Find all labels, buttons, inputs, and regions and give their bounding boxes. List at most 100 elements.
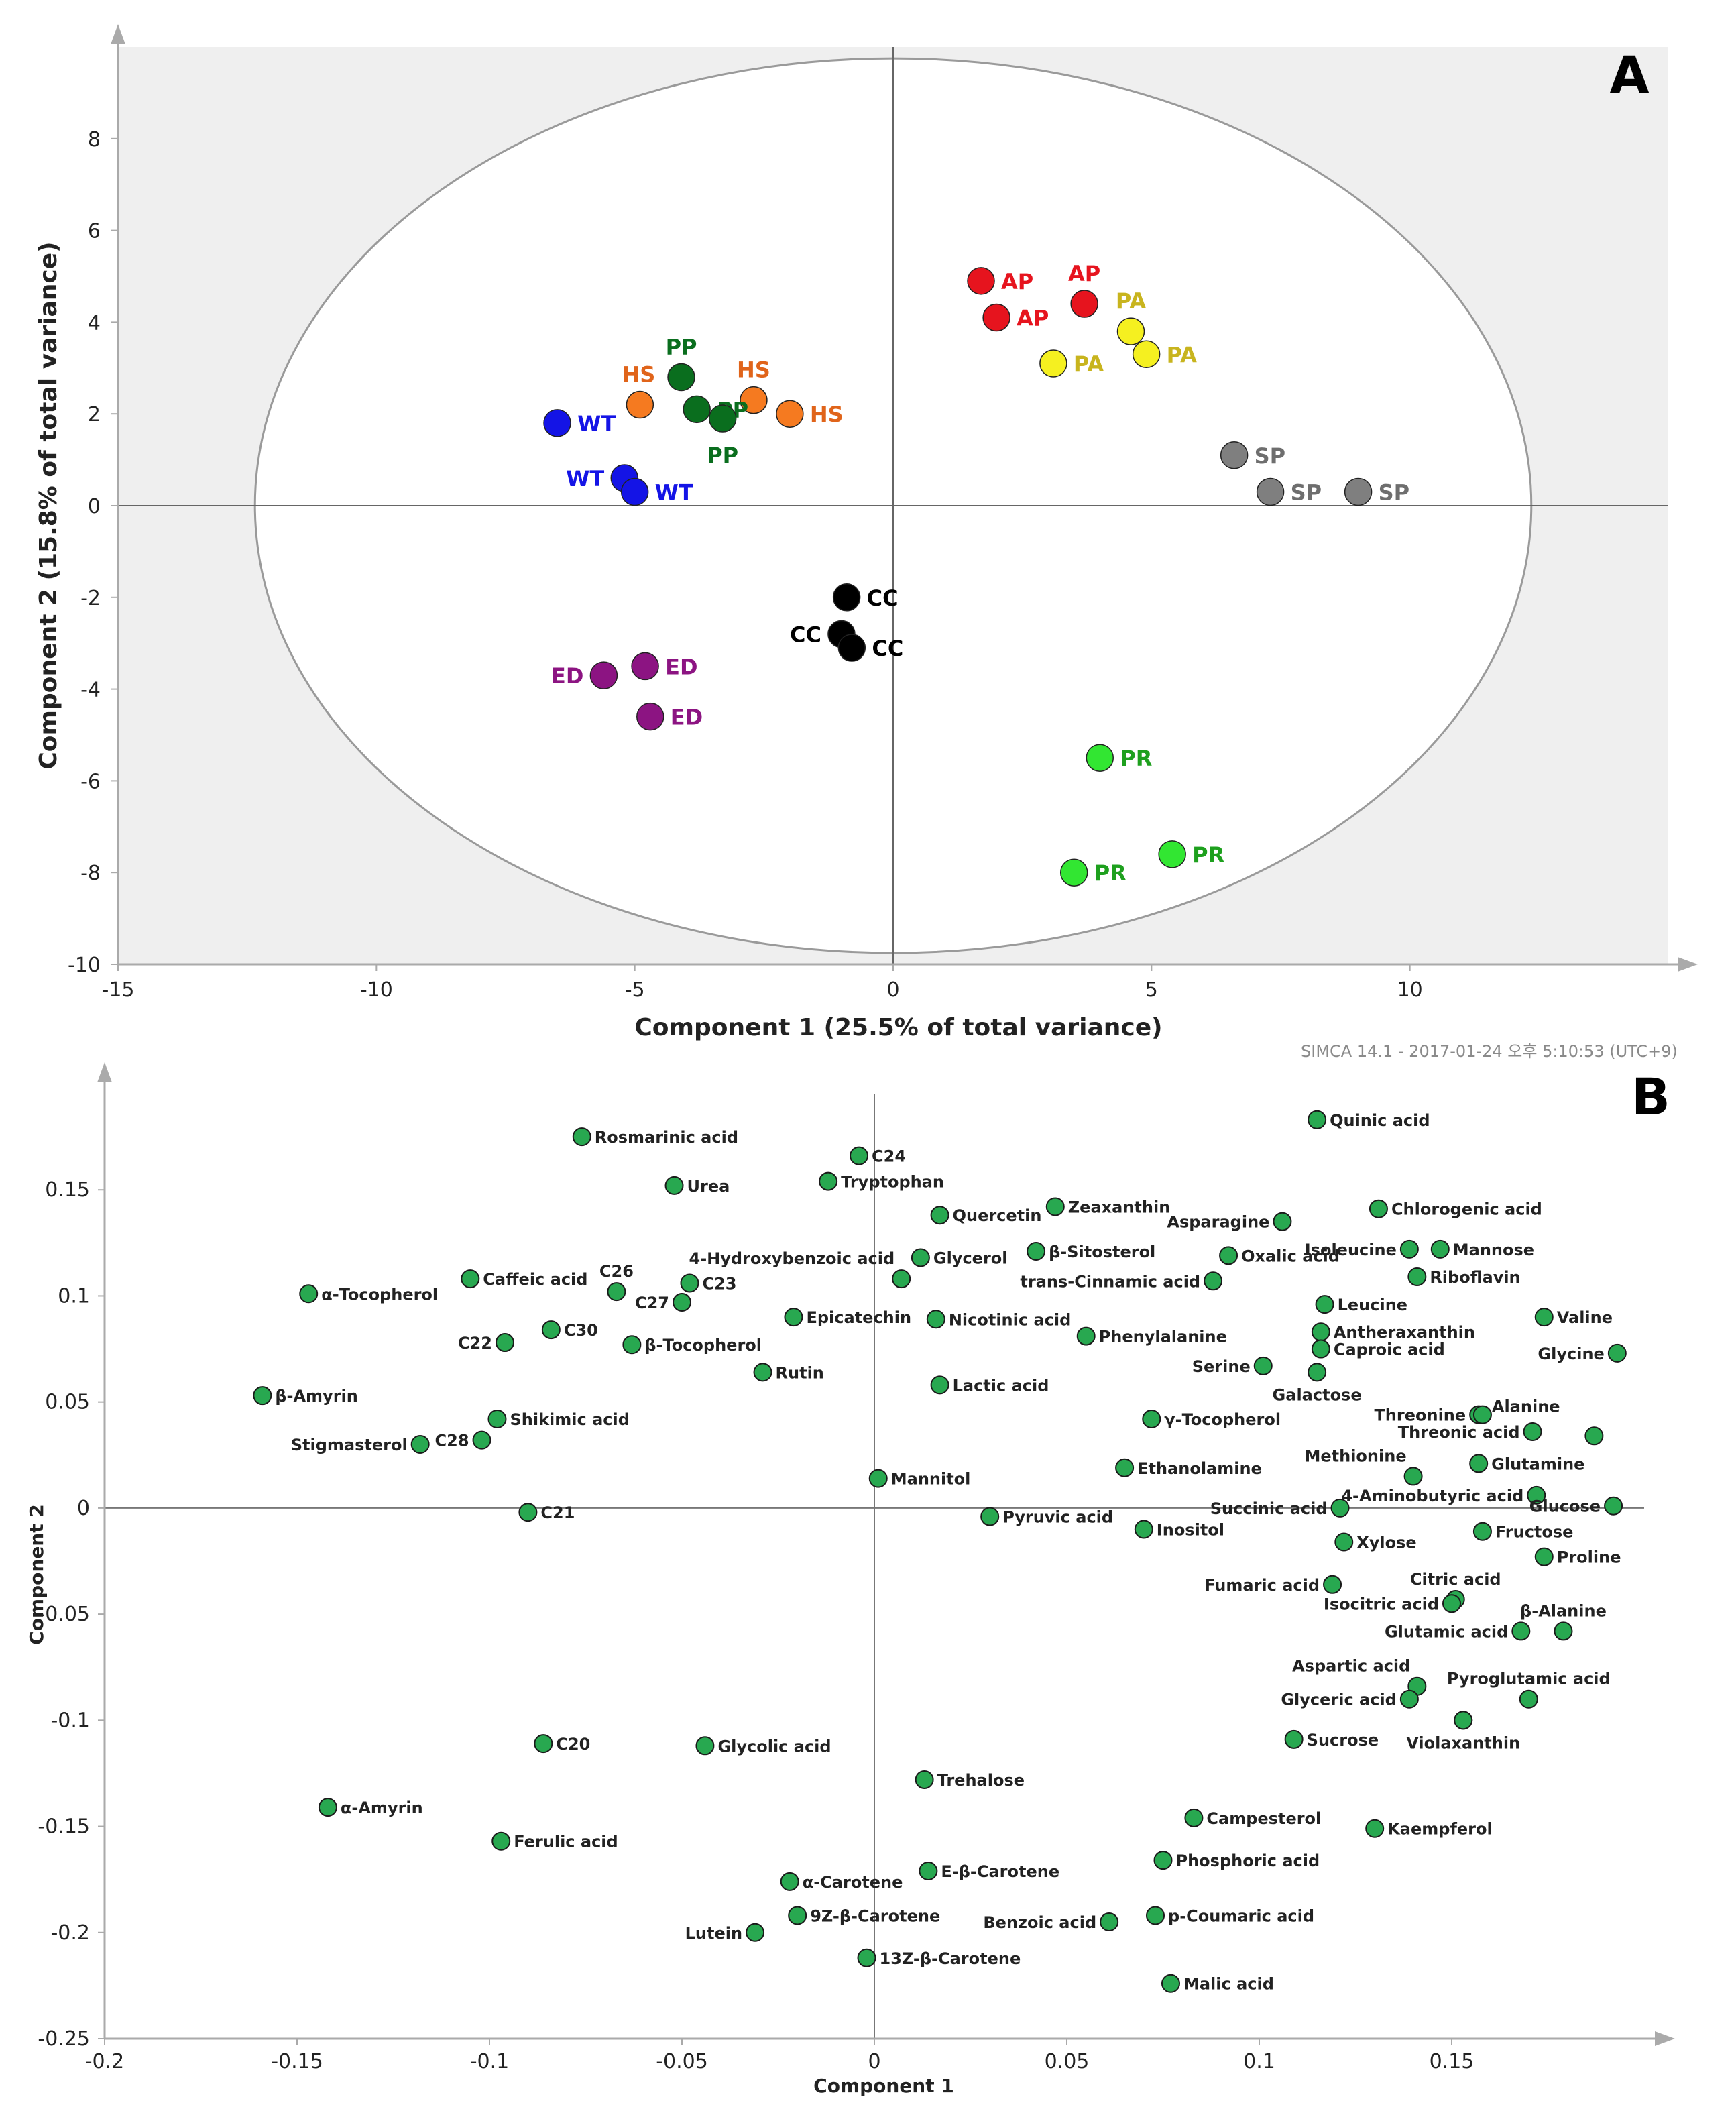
plot-b-axes (97, 1062, 1675, 2046)
loading-point-label: β-Sitosterol (1049, 1243, 1155, 1261)
score-point-ed (631, 652, 659, 681)
score-point-label: CC (790, 622, 821, 648)
score-point-label: SP (1291, 479, 1322, 505)
loading-point-label: Xylose (1356, 1534, 1416, 1552)
score-point-label: PA (1116, 288, 1147, 314)
loading-point (780, 1872, 799, 1891)
score-point-label: PP (666, 334, 697, 359)
loading-point (299, 1284, 319, 1304)
loading-point-label: Succinic acid (1210, 1499, 1328, 1518)
loading-point-label: Lactic acid (953, 1376, 1049, 1395)
loading-point (1273, 1212, 1292, 1231)
loading-point (1454, 1711, 1473, 1730)
loading-point (534, 1734, 553, 1754)
plot-a-y-tick-label: 4 (88, 311, 101, 335)
plot-b-x-tick-label: -0.2 (85, 2050, 125, 2073)
plot-a-y-tick-label: -4 (80, 679, 101, 702)
score-point-pp (708, 404, 737, 433)
loading-point (1519, 1689, 1538, 1709)
loading-point (1323, 1575, 1342, 1594)
loading-point-label: Nicotinic acid (949, 1310, 1071, 1329)
plot-a-y-tick-label: 6 (88, 220, 101, 243)
loading-point-label: Glyceric acid (1281, 1691, 1397, 1709)
plot-a-x-axis-label: Component 1 (25.5% of total variance) (634, 1014, 1162, 1041)
loading-point (1153, 1851, 1173, 1870)
loading-point (1204, 1271, 1223, 1291)
plot-a-y-axis-arrow (111, 24, 125, 44)
loading-point (911, 1248, 930, 1267)
plot-a-y-tick-label: 2 (88, 403, 101, 426)
plot-a-software-footer: SIMCA 14.1 - 2017-01-24 오후 5:10:53 (UTC+… (1301, 1042, 1678, 1060)
plot-b-y-tick-label: -0.05 (38, 1603, 90, 1626)
loading-point (1100, 1912, 1119, 1931)
loading-point (1330, 1498, 1350, 1518)
plot-a-x-tick-label: 5 (1145, 978, 1158, 1002)
loading-point (1554, 1621, 1573, 1641)
plot-b-y-axis-arrow (97, 1062, 112, 1082)
loading-point-label: Quercetin (953, 1206, 1042, 1225)
loading-point (1311, 1322, 1330, 1342)
loading-point-label: C21 (540, 1503, 575, 1522)
loading-point-label: Glutamic acid (1385, 1622, 1508, 1641)
loading-point (1142, 1409, 1161, 1428)
plot-b-x-tick-label: 0 (868, 2050, 880, 2073)
loading-point-label: Phenylalanine (1099, 1328, 1227, 1347)
plot-b-y-axis-label: Component 2 (25, 1504, 48, 1645)
plot-a-y-axis-label: Component 2 (15.8% of total variance) (35, 241, 62, 769)
loading-point (680, 1273, 699, 1293)
loading-point-label: Citric acid (1410, 1570, 1501, 1589)
score-point-ed (636, 702, 664, 731)
plot-a-y-tick-label: -10 (68, 954, 101, 977)
panel-label-b: B (1631, 1067, 1670, 1127)
loading-point-label: γ-Tocopherol (1164, 1410, 1281, 1429)
loading-point-label: β-Tocopherol (644, 1336, 762, 1355)
loading-point (472, 1430, 491, 1450)
loading-point (1523, 1422, 1542, 1441)
plot-b-y-tick-label: 0.05 (45, 1391, 90, 1414)
loading-point (930, 1206, 949, 1225)
score-point-pp (683, 395, 711, 424)
score-point-label: HS (737, 357, 770, 383)
loading-point-label: C30 (564, 1321, 598, 1340)
score-point-ap (967, 267, 995, 295)
loading-point-label: Proline (1557, 1548, 1621, 1567)
plot-b-x-tick-label: -0.05 (656, 2050, 708, 2073)
loading-point (926, 1310, 945, 1329)
plot-b-y-tick-label: 0 (77, 1497, 90, 1520)
loading-point-label: Kaempferol (1387, 1820, 1493, 1839)
loading-point (673, 1292, 691, 1312)
loading-point (1527, 1485, 1546, 1505)
loading-point (1534, 1547, 1554, 1566)
loading-point-label: C24 (872, 1147, 906, 1166)
loading-point-label: Caffeic acid (483, 1270, 587, 1289)
plot-b-points: Rosmarinic acid C24 Quinic acid Urea Tryptop… (253, 1110, 1627, 1994)
score-point-wt (620, 477, 649, 506)
loading-point-label: Oxalic acid (1241, 1247, 1340, 1265)
loading-point (318, 1798, 337, 1817)
loading-point-label: Violaxanthin (1406, 1733, 1520, 1752)
loading-plot-b: -0.2 -0.15 -0.1 -0.05 0 0.05 0.1 0.15 0.15 0.1 0.0… (25, 1062, 1675, 2097)
loading-point-label: C23 (702, 1274, 736, 1293)
loading-point (915, 1770, 934, 1789)
loading-point-label: Mannose (1453, 1241, 1534, 1259)
loading-point-label: Quinic acid (1330, 1111, 1430, 1130)
plot-b-x-tick-label: -0.1 (470, 2050, 510, 2073)
loading-point (746, 1923, 765, 1942)
plot-a-y-tick-label: 8 (88, 128, 101, 152)
loading-point (541, 1320, 561, 1340)
plot-b-y-tick-label: -0.15 (38, 1815, 90, 1839)
score-point-label: ED (551, 663, 583, 689)
loading-point (491, 1831, 511, 1851)
loading-point-label: Leucine (1338, 1296, 1407, 1314)
plot-a-y-tick-label: 0 (88, 495, 101, 518)
loading-point (695, 1736, 715, 1756)
score-point-label: WT (655, 479, 693, 505)
plot-b-y-tick-label: 0.1 (58, 1284, 90, 1308)
loading-point-label: Trehalose (937, 1771, 1025, 1790)
plot-a-x-tick-label: 10 (1397, 978, 1423, 1002)
plot-a-axes (111, 24, 1698, 972)
plot-b-x-tick-label: 0.05 (1045, 2050, 1090, 2073)
score-point-label: CC (872, 636, 903, 661)
